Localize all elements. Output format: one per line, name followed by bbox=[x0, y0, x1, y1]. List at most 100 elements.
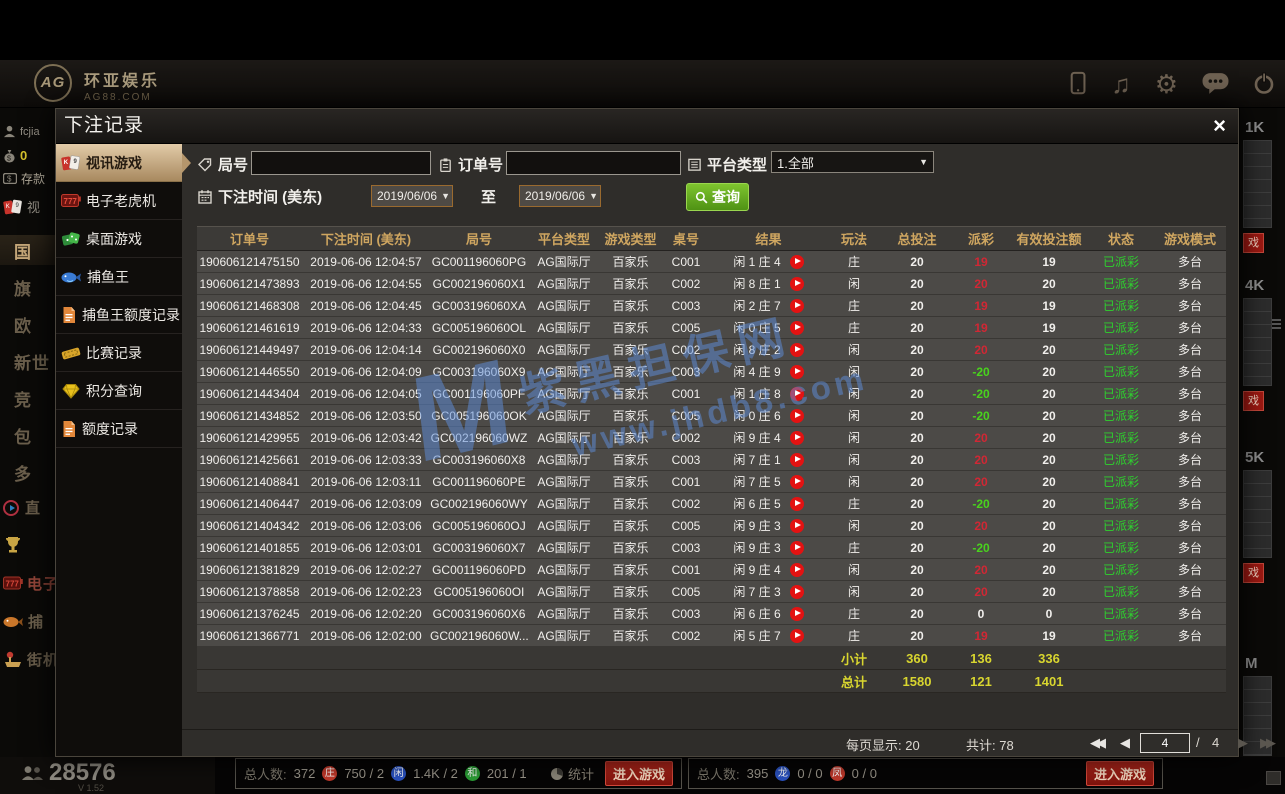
cell-bet: 20 bbox=[910, 276, 924, 291]
status-badge: 已派彩 bbox=[1102, 277, 1139, 291]
play-video-icon[interactable] bbox=[789, 276, 804, 291]
search-button[interactable]: 查询 bbox=[686, 183, 749, 211]
tab-credit-records[interactable]: 额度记录 bbox=[56, 410, 182, 448]
gear-icon[interactable]: ⚙ bbox=[1154, 68, 1178, 99]
deposit-row[interactable]: $ 存款 bbox=[3, 170, 45, 187]
play-video-icon[interactable] bbox=[789, 474, 804, 489]
slot-777-icon: 777 bbox=[61, 193, 81, 209]
hall-item[interactable]: 新世 bbox=[14, 353, 50, 373]
play-video-icon[interactable] bbox=[789, 562, 804, 577]
play-video-icon[interactable] bbox=[789, 254, 804, 269]
roadmap-grid bbox=[1243, 676, 1272, 756]
play-video-icon[interactable] bbox=[789, 298, 804, 313]
play-video-icon[interactable] bbox=[789, 408, 804, 423]
slots-row[interactable]: 777 电子 bbox=[3, 573, 55, 594]
hall-item[interactable]: 欧 bbox=[14, 316, 32, 336]
cell-payout: -20 bbox=[972, 496, 990, 511]
hall-item[interactable]: 竞 bbox=[14, 390, 32, 410]
cell-bet: 20 bbox=[910, 584, 924, 599]
play-video-icon[interactable] bbox=[789, 540, 804, 555]
platform-type-select[interactable]: 1.全部 ▼ bbox=[771, 151, 934, 173]
hall-item[interactable]: 国 bbox=[0, 235, 55, 265]
chat-icon[interactable] bbox=[1202, 72, 1229, 95]
banker-badge: 庄 bbox=[322, 766, 338, 781]
first-page-icon[interactable]: ◀◀ bbox=[1090, 735, 1106, 750]
total-label: 总计 bbox=[840, 674, 867, 690]
col-table: 桌号 bbox=[672, 232, 699, 247]
play-video-icon[interactable] bbox=[789, 628, 804, 643]
play-video-icon[interactable] bbox=[789, 430, 804, 445]
play-video-icon[interactable] bbox=[789, 386, 804, 401]
play-video-icon[interactable] bbox=[789, 342, 804, 357]
enter-game-button-fragment[interactable]: 戏 bbox=[1243, 233, 1264, 253]
cell-table: C001 bbox=[671, 474, 701, 489]
chevron-down-icon: ▼ bbox=[919, 157, 928, 167]
arcade-row[interactable]: 街机 bbox=[3, 649, 55, 670]
play-video-icon[interactable] bbox=[789, 584, 804, 599]
hall-item[interactable]: 包 bbox=[14, 427, 32, 447]
table-row: 190606121429955 2019-06-06 12:03:42 GC00… bbox=[197, 427, 1226, 449]
play-video-icon[interactable] bbox=[789, 518, 804, 533]
table-row: 190606121366771 2019-06-06 12:02:00 GC00… bbox=[197, 625, 1226, 647]
tab-points-inquiry[interactable]: 积分查询 bbox=[56, 372, 182, 410]
cell-result: 闲 1 庄 8 bbox=[711, 385, 826, 402]
date-to-select[interactable]: 2019/06/06 ▼ bbox=[519, 185, 601, 207]
enter-game-button-fragment[interactable]: 戏 bbox=[1243, 563, 1264, 583]
tab-slots[interactable]: 777 电子老虎机 bbox=[56, 182, 182, 220]
scrollbar-grip[interactable] bbox=[1272, 319, 1281, 331]
cell-payout: 0 bbox=[977, 606, 985, 621]
play-video-icon[interactable] bbox=[789, 606, 804, 621]
trophy-row[interactable] bbox=[3, 535, 27, 554]
ag-logo: AG bbox=[34, 64, 72, 102]
hall-item[interactable]: 旗 bbox=[14, 279, 32, 299]
tab-table-games[interactable]: 桌面游戏 bbox=[56, 220, 182, 258]
cell-platform: AG国际厅 bbox=[537, 453, 591, 467]
table-row: 190606121468308 2019-06-06 12:04:45 GC00… bbox=[197, 295, 1226, 317]
tab-contest-records[interactable]: 比赛记录 bbox=[56, 334, 182, 372]
power-icon[interactable] bbox=[1253, 72, 1275, 95]
col-play: 玩法 bbox=[840, 232, 867, 247]
cell-round: GC003196060XA bbox=[431, 298, 527, 313]
cell-game-type: 百家乐 bbox=[612, 387, 649, 401]
result-text: 闲 1 庄 8 bbox=[733, 387, 781, 401]
bottom-status-bar: 28576 V 1.52 总人数: 372 庄 750 / 2 闲 1.4K /… bbox=[0, 757, 1285, 794]
next-page-icon[interactable]: ▶ bbox=[1238, 735, 1248, 750]
smartphone-icon[interactable] bbox=[1070, 70, 1087, 97]
music-icon[interactable]: ♫ bbox=[1111, 68, 1131, 99]
hall-item[interactable]: 多 bbox=[14, 464, 32, 484]
enter-game-button[interactable]: 进入游戏 bbox=[1085, 761, 1154, 786]
cell-bet: 20 bbox=[910, 430, 924, 445]
page-number-input[interactable] bbox=[1140, 733, 1190, 753]
tab-label: 捕鱼王额度记录 bbox=[82, 306, 180, 323]
fishing-row[interactable]: 捕 bbox=[3, 611, 44, 632]
cell-payout: -20 bbox=[972, 540, 990, 555]
stats-toggle[interactable]: 统计 bbox=[550, 764, 594, 783]
date-to-value: 2019/06/06 bbox=[525, 189, 586, 203]
cell-bet: 20 bbox=[910, 540, 924, 555]
live-play-icon bbox=[3, 499, 19, 516]
cell-game-type: 百家乐 bbox=[612, 519, 649, 533]
cell-play: 庄 bbox=[847, 321, 860, 335]
play-video-icon[interactable] bbox=[789, 320, 804, 335]
live-row[interactable]: 直 bbox=[3, 497, 41, 518]
tie-value: 201 / 1 bbox=[486, 766, 527, 781]
cell-round: GC003196060X7 bbox=[432, 540, 526, 555]
tab-fishing-credit-records[interactable]: 捕鱼王额度记录 bbox=[56, 296, 182, 334]
play-video-icon[interactable] bbox=[789, 364, 804, 379]
corner-widget[interactable] bbox=[1266, 771, 1281, 785]
round-number-input[interactable] bbox=[251, 151, 431, 175]
play-video-icon[interactable] bbox=[789, 452, 804, 467]
order-number-input[interactable] bbox=[506, 151, 681, 175]
last-page-icon[interactable]: ▶▶ bbox=[1260, 735, 1276, 750]
prev-page-icon[interactable]: ◀ bbox=[1120, 735, 1130, 750]
play-video-icon[interactable] bbox=[789, 496, 804, 511]
table-row: 190606121401855 2019-06-06 12:03:01 GC00… bbox=[197, 537, 1226, 559]
enter-game-button[interactable]: 进入游戏 bbox=[604, 761, 673, 786]
close-icon[interactable]: × bbox=[1213, 113, 1226, 138]
cell-order: 190606121434852 bbox=[199, 408, 300, 423]
enter-game-button-fragment[interactable]: 戏 bbox=[1243, 391, 1264, 411]
tab-fishing-king[interactable]: 捕鱼王 bbox=[56, 258, 182, 296]
date-from-select[interactable]: 2019/06/06 ▼ bbox=[371, 185, 453, 207]
